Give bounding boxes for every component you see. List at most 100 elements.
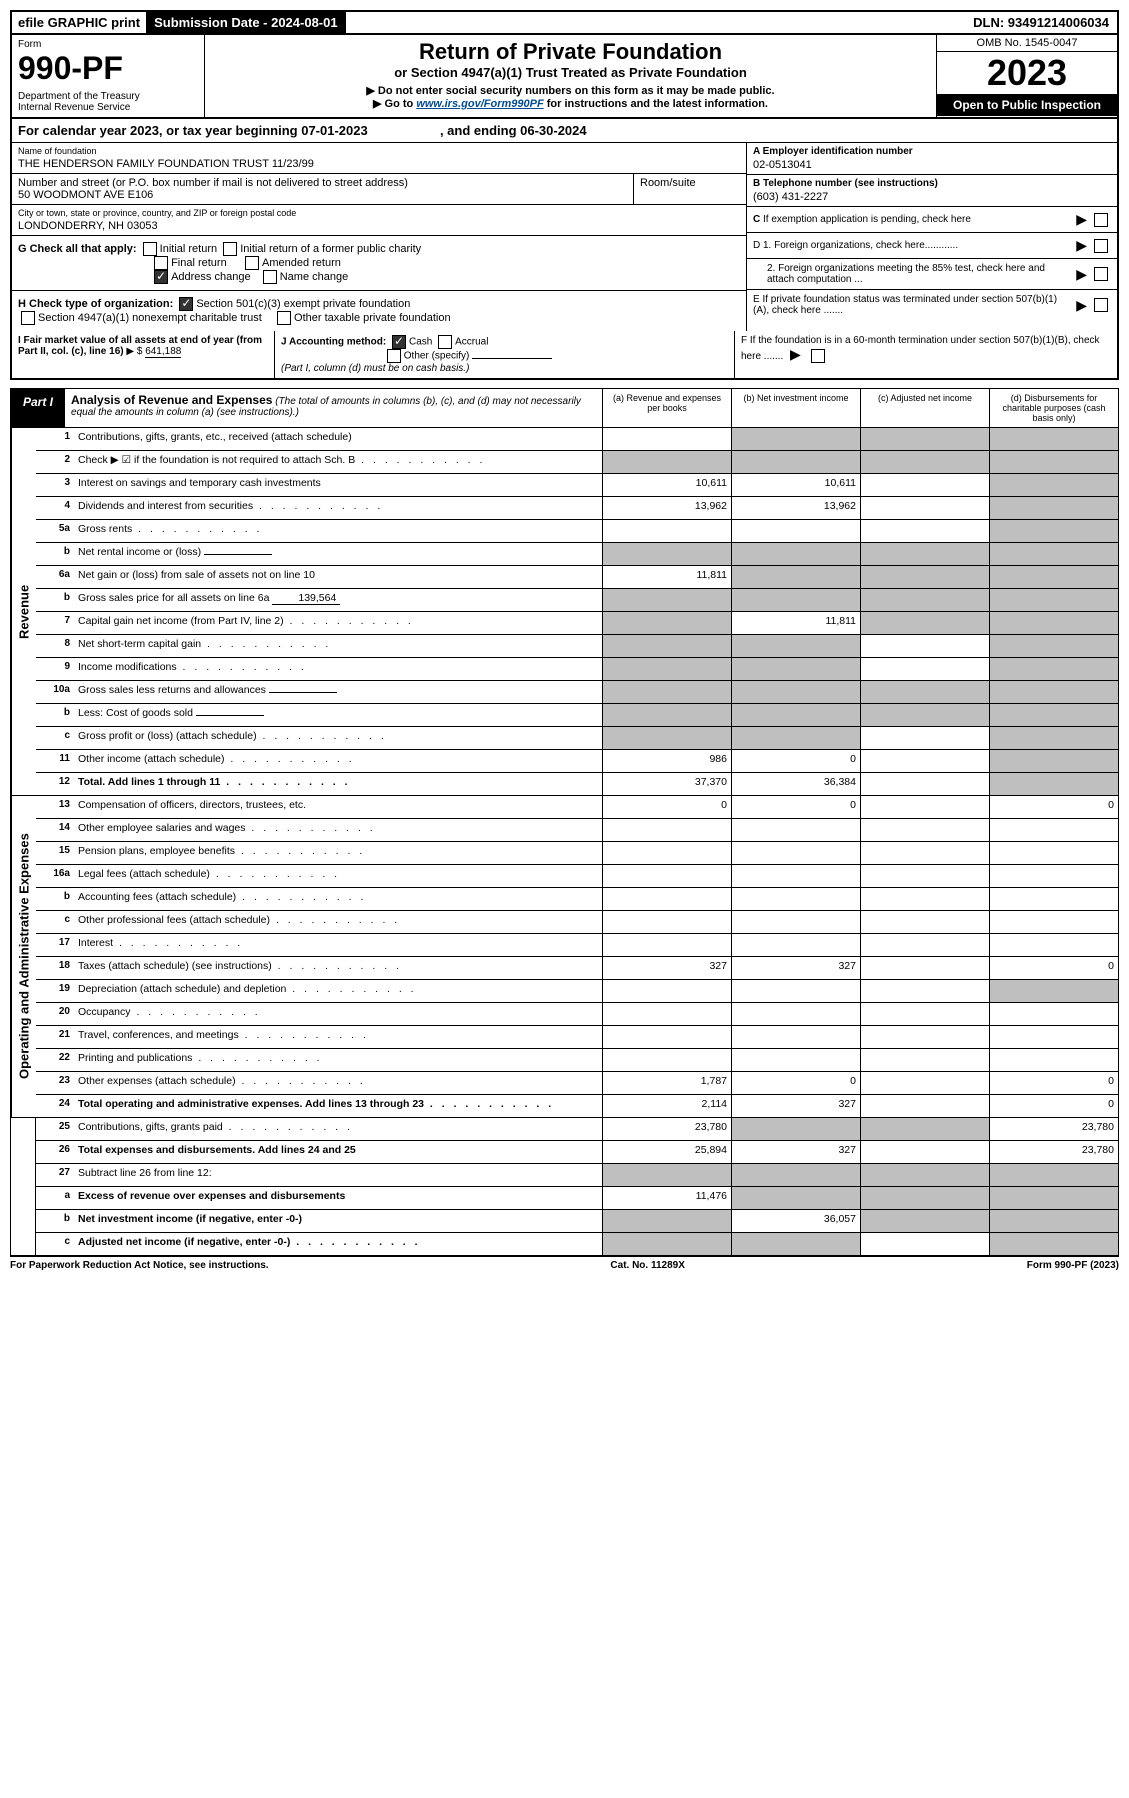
cell-a [602,520,731,542]
line-number: 21 [36,1026,74,1048]
arrow-icon: ▶ [790,346,801,362]
cell-c [860,888,989,910]
line-description: Total expenses and disbursements. Add li… [74,1141,602,1163]
line-number: 8 [36,635,74,657]
cell-c [860,704,989,726]
cell-b [731,635,860,657]
60-month-checkbox[interactable] [811,349,825,363]
exemption-pending-checkbox[interactable] [1094,213,1108,227]
line-description: Contributions, gifts, grants, etc., rece… [74,428,602,450]
cell-b [731,980,860,1002]
cell-c [860,474,989,496]
line-description: Total. Add lines 1 through 11 [74,773,602,795]
cell-c [860,1003,989,1025]
cell-c [860,1095,989,1117]
cell-dd [989,497,1118,519]
cell-a [602,428,731,450]
table-row: 17Interest [36,934,1118,957]
cell-dd [989,612,1118,634]
501c3-checkbox[interactable] [179,297,193,311]
phone-value: (603) 431-2227 [753,191,1111,203]
cell-a [602,980,731,1002]
line-description: Adjusted net income (if negative, enter … [74,1233,602,1255]
address-change-checkbox[interactable] [154,270,168,284]
cell-a: 1,787 [602,1072,731,1094]
line-description: Legal fees (attach schedule) [74,865,602,887]
4947-checkbox[interactable] [21,311,35,325]
amended-return-checkbox[interactable] [245,256,259,270]
line-number: 23 [36,1072,74,1094]
line-number: c [36,911,74,933]
other-method-checkbox[interactable] [387,349,401,363]
foreign-85-checkbox[interactable] [1094,267,1108,281]
cell-dd [989,773,1118,795]
other-taxable-checkbox[interactable] [277,311,291,325]
cell-dd [989,888,1118,910]
table-row: bLess: Cost of goods sold [36,704,1118,727]
irs-link[interactable]: www.irs.gov/Form990PF [416,98,543,110]
cell-b [731,865,860,887]
line-description: Interest on savings and temporary cash i… [74,474,602,496]
d2-label: 2. Foreign organizations meeting the 85%… [753,263,1072,285]
part1-label: Part I [11,389,65,427]
cell-dd [989,1026,1118,1048]
line-number: b [36,888,74,910]
expenses-section: Operating and Administrative Expenses 13… [10,796,1119,1118]
foreign-org-checkbox[interactable] [1094,239,1108,253]
col-a-header: (a) Revenue and expenses per books [602,389,731,427]
c-label: If exemption application is pending, che… [763,214,971,225]
table-row: cAdjusted net income (if negative, enter… [36,1233,1118,1255]
cell-dd: 23,780 [989,1118,1118,1140]
line-description: Gross rents [74,520,602,542]
cell-c [860,658,989,680]
accrual-checkbox[interactable] [438,335,452,349]
cell-c [860,1049,989,1071]
line-description: Subtract line 26 from line 12: [74,1164,602,1186]
cell-b [731,681,860,703]
line-number: b [36,543,74,565]
city-label: City or town, state or province, country… [18,208,740,218]
cell-c [860,750,989,772]
line-description: Dividends and interest from securities [74,497,602,519]
final-return-checkbox[interactable] [154,256,168,270]
status-terminated-checkbox[interactable] [1094,298,1108,312]
cell-a [602,819,731,841]
cell-a: 23,780 [602,1118,731,1140]
name-change-checkbox[interactable] [263,270,277,284]
col-d-header: (d) Disbursements for charitable purpose… [989,389,1118,427]
line-description: Other employee salaries and wages [74,819,602,841]
cell-dd [989,980,1118,1002]
part1-header: Part I Analysis of Revenue and Expenses … [10,388,1119,428]
cell-a: 986 [602,750,731,772]
entity-info: Name of foundation THE HENDERSON FAMILY … [10,143,1119,331]
cell-c [860,681,989,703]
line-description: Pension plans, employee benefits [74,842,602,864]
line-description: Capital gain net income (from Part IV, l… [74,612,602,634]
cell-dd [989,635,1118,657]
name-label: Name of foundation [18,146,740,156]
table-row: 11Other income (attach schedule)9860 [36,750,1118,773]
initial-former-checkbox[interactable] [223,242,237,256]
cash-checkbox[interactable] [392,335,406,349]
cell-a: 327 [602,957,731,979]
line-number: 6a [36,566,74,588]
cell-a [602,1233,731,1255]
initial-return-checkbox[interactable] [143,242,157,256]
cell-b [731,1233,860,1255]
line-number: 24 [36,1095,74,1117]
cell-a [602,934,731,956]
table-row: 16aLegal fees (attach schedule) [36,865,1118,888]
cell-dd: 0 [989,1072,1118,1094]
part1-title: Analysis of Revenue and Expenses [71,393,272,407]
line-number: c [36,727,74,749]
cell-a [602,888,731,910]
line-number: 3 [36,474,74,496]
cell-dd [989,911,1118,933]
cell-dd [989,681,1118,703]
cell-a [602,451,731,473]
cell-a [602,911,731,933]
line-description: Gross sales price for all assets on line… [74,589,602,611]
summary-section: 25Contributions, gifts, grants paid23,78… [10,1118,1119,1257]
cell-dd [989,1003,1118,1025]
arrow-icon: ▶ [1076,237,1087,254]
